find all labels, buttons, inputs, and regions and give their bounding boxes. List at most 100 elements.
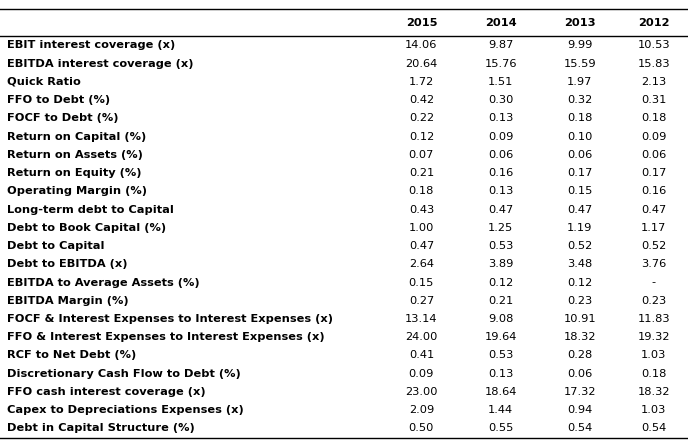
Text: 0.28: 0.28: [567, 351, 592, 361]
Text: 20.64: 20.64: [405, 59, 438, 69]
Text: 18.64: 18.64: [484, 387, 517, 397]
Text: 0.42: 0.42: [409, 95, 434, 105]
Text: Capex to Depreciations Expenses (x): Capex to Depreciations Expenses (x): [7, 405, 244, 415]
Text: 0.52: 0.52: [567, 241, 592, 251]
Text: 1.25: 1.25: [488, 223, 513, 233]
Text: 0.07: 0.07: [409, 150, 434, 160]
Text: 1.17: 1.17: [641, 223, 666, 233]
Text: 0.06: 0.06: [567, 369, 592, 379]
Text: Return on Equity (%): Return on Equity (%): [7, 168, 141, 178]
Text: 2.13: 2.13: [641, 77, 666, 87]
Text: 0.12: 0.12: [567, 278, 592, 287]
Text: 17.32: 17.32: [563, 387, 596, 397]
Text: 0.09: 0.09: [641, 132, 666, 141]
Text: 15.83: 15.83: [637, 59, 670, 69]
Text: Discretionary Cash Flow to Debt (%): Discretionary Cash Flow to Debt (%): [7, 369, 241, 379]
Text: 15.59: 15.59: [563, 59, 596, 69]
Text: FFO to Debt (%): FFO to Debt (%): [7, 95, 110, 105]
Text: 0.43: 0.43: [409, 205, 434, 214]
Text: 0.53: 0.53: [488, 241, 513, 251]
Text: 2014: 2014: [485, 18, 516, 27]
Text: Long-term debt to Capital: Long-term debt to Capital: [7, 205, 174, 214]
Text: 13.14: 13.14: [405, 314, 438, 324]
Text: 0.16: 0.16: [488, 168, 513, 178]
Text: 1.44: 1.44: [488, 405, 513, 415]
Text: 24.00: 24.00: [405, 332, 438, 342]
Text: 0.16: 0.16: [641, 186, 666, 196]
Text: 0.54: 0.54: [567, 423, 592, 434]
Text: 0.13: 0.13: [488, 186, 513, 196]
Text: 10.91: 10.91: [563, 314, 596, 324]
Text: 0.15: 0.15: [409, 278, 434, 287]
Text: 0.53: 0.53: [488, 351, 513, 361]
Text: 15.76: 15.76: [484, 59, 517, 69]
Text: EBIT interest coverage (x): EBIT interest coverage (x): [7, 40, 175, 50]
Text: FFO cash interest coverage (x): FFO cash interest coverage (x): [7, 387, 206, 397]
Text: 1.72: 1.72: [409, 77, 434, 87]
Text: 3.76: 3.76: [641, 259, 666, 269]
Text: 0.31: 0.31: [641, 95, 666, 105]
Text: EBITDA to Average Assets (%): EBITDA to Average Assets (%): [7, 278, 200, 287]
Text: 3.89: 3.89: [488, 259, 513, 269]
Text: 0.54: 0.54: [641, 423, 666, 434]
Text: 0.47: 0.47: [409, 241, 434, 251]
Text: 18.32: 18.32: [637, 387, 670, 397]
Text: 1.51: 1.51: [488, 77, 513, 87]
Text: 2.64: 2.64: [409, 259, 434, 269]
Text: 0.18: 0.18: [567, 113, 592, 123]
Text: 0.18: 0.18: [641, 369, 666, 379]
Text: 2013: 2013: [564, 18, 595, 27]
Text: Return on Assets (%): Return on Assets (%): [7, 150, 142, 160]
Text: 0.13: 0.13: [488, 113, 513, 123]
Text: 0.13: 0.13: [488, 369, 513, 379]
Text: Debt to Capital: Debt to Capital: [7, 241, 105, 251]
Text: 0.12: 0.12: [409, 132, 434, 141]
Text: 0.23: 0.23: [641, 296, 666, 306]
Text: 0.15: 0.15: [567, 186, 592, 196]
Text: RCF to Net Debt (%): RCF to Net Debt (%): [7, 351, 136, 361]
Text: 19.32: 19.32: [637, 332, 670, 342]
Text: Operating Margin (%): Operating Margin (%): [7, 186, 147, 196]
Text: 9.99: 9.99: [567, 40, 592, 50]
Text: 10.53: 10.53: [637, 40, 670, 50]
Text: 0.94: 0.94: [567, 405, 592, 415]
Text: 19.64: 19.64: [484, 332, 517, 342]
Text: 3.48: 3.48: [567, 259, 592, 269]
Text: 0.17: 0.17: [641, 168, 666, 178]
Text: FOCF & Interest Expenses to Interest Expenses (x): FOCF & Interest Expenses to Interest Exp…: [7, 314, 333, 324]
Text: 0.47: 0.47: [641, 205, 666, 214]
Text: 0.50: 0.50: [409, 423, 434, 434]
Text: 0.06: 0.06: [488, 150, 513, 160]
Text: 0.23: 0.23: [567, 296, 592, 306]
Text: 0.17: 0.17: [567, 168, 592, 178]
Text: 0.21: 0.21: [409, 168, 434, 178]
Text: 0.09: 0.09: [488, 132, 513, 141]
Text: 0.47: 0.47: [488, 205, 513, 214]
Text: 2.09: 2.09: [409, 405, 434, 415]
Text: 0.27: 0.27: [409, 296, 434, 306]
Text: -: -: [652, 278, 656, 287]
Text: 0.30: 0.30: [488, 95, 513, 105]
Text: EBITDA Margin (%): EBITDA Margin (%): [7, 296, 129, 306]
Text: FOCF to Debt (%): FOCF to Debt (%): [7, 113, 118, 123]
Text: 0.18: 0.18: [409, 186, 434, 196]
Text: 14.06: 14.06: [405, 40, 438, 50]
Text: EBITDA interest coverage (x): EBITDA interest coverage (x): [7, 59, 193, 69]
Text: 1.03: 1.03: [641, 351, 666, 361]
Text: Quick Ratio: Quick Ratio: [7, 77, 80, 87]
Text: 0.22: 0.22: [409, 113, 434, 123]
Text: FFO & Interest Expenses to Interest Expenses (x): FFO & Interest Expenses to Interest Expe…: [7, 332, 325, 342]
Text: 9.87: 9.87: [488, 40, 513, 50]
Text: 1.03: 1.03: [641, 405, 666, 415]
Text: Return on Capital (%): Return on Capital (%): [7, 132, 146, 141]
Text: 0.41: 0.41: [409, 351, 434, 361]
Text: 0.47: 0.47: [567, 205, 592, 214]
Text: 0.10: 0.10: [567, 132, 592, 141]
Text: 0.06: 0.06: [567, 150, 592, 160]
Text: 2015: 2015: [406, 18, 437, 27]
Text: 0.32: 0.32: [567, 95, 592, 105]
Text: 0.09: 0.09: [409, 369, 434, 379]
Text: 0.52: 0.52: [641, 241, 666, 251]
Text: Debt to Book Capital (%): Debt to Book Capital (%): [7, 223, 166, 233]
Text: 11.83: 11.83: [637, 314, 670, 324]
